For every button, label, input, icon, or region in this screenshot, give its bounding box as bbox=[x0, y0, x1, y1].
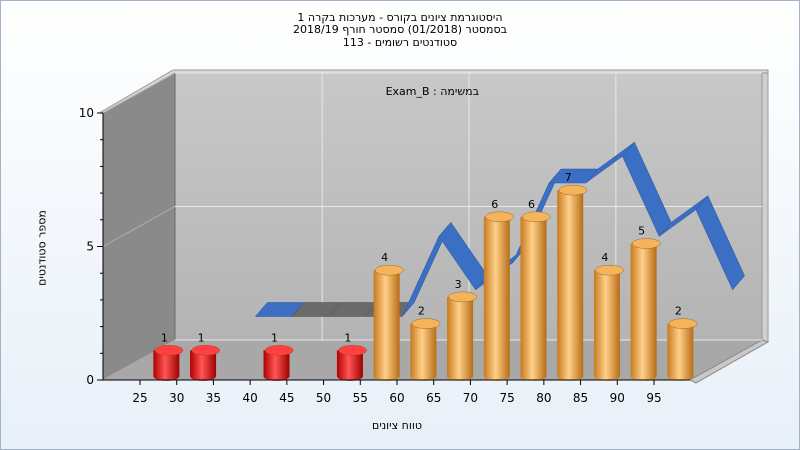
x-tick-label: 85 bbox=[573, 391, 588, 405]
bar-top bbox=[521, 211, 551, 223]
bar-base bbox=[593, 371, 620, 381]
y-axis-label: מספר סטודנטים bbox=[35, 210, 49, 286]
bar bbox=[263, 345, 294, 381]
y-tick-label: 5 bbox=[86, 240, 94, 254]
bar-base bbox=[410, 371, 437, 381]
bar-value-label: 1 bbox=[161, 331, 168, 344]
bar-body bbox=[557, 190, 584, 376]
bar-value-label: 7 bbox=[565, 171, 572, 184]
bar bbox=[520, 211, 551, 381]
frame-right bbox=[761, 72, 769, 343]
bar-top bbox=[558, 184, 588, 196]
bar-base bbox=[373, 371, 400, 381]
bar-series bbox=[153, 184, 698, 381]
bar-top bbox=[191, 345, 220, 356]
bar-top bbox=[448, 291, 477, 303]
bar-top bbox=[154, 345, 184, 356]
bar-value-label: 1 bbox=[271, 331, 278, 344]
bar-value-label: 5 bbox=[638, 225, 645, 238]
x-tick-label: 75 bbox=[500, 391, 515, 405]
x-axis-label: טווח ציונים bbox=[372, 419, 422, 432]
bar-top bbox=[338, 345, 367, 356]
bar-body bbox=[483, 216, 510, 376]
chart-title-line-2: בסמסטר (01/2018) סמסטר חורף 2018/19 bbox=[293, 23, 507, 36]
x-tick-label: 80 bbox=[536, 391, 551, 405]
bar-base bbox=[667, 371, 694, 381]
bar bbox=[190, 345, 220, 381]
bar-value-label: 4 bbox=[601, 251, 608, 264]
bar-top bbox=[411, 318, 441, 329]
bar bbox=[447, 291, 477, 381]
bar bbox=[410, 318, 441, 381]
x-tick-label: 35 bbox=[206, 391, 221, 405]
x-tick-label: 30 bbox=[169, 391, 184, 405]
bar-base bbox=[336, 371, 363, 381]
bar-body bbox=[520, 216, 547, 376]
bar bbox=[336, 345, 367, 381]
bar-body bbox=[373, 270, 400, 376]
bar-value-label: 2 bbox=[418, 305, 425, 318]
bar-value-label: 6 bbox=[491, 198, 498, 211]
bar-body bbox=[630, 243, 657, 376]
y-tick-label: 10 bbox=[79, 106, 94, 120]
bar bbox=[667, 318, 698, 381]
chart-title-line-3: סטודנטים רשומים - 113 bbox=[342, 36, 458, 49]
bar-base bbox=[447, 371, 474, 381]
bar-value-label: 6 bbox=[528, 198, 535, 211]
x-tick-label: 60 bbox=[389, 391, 404, 405]
exam-label: Exam_B : במשימה bbox=[386, 85, 479, 98]
bar-body bbox=[410, 323, 437, 376]
bar-top bbox=[595, 265, 624, 276]
bar-base bbox=[557, 371, 584, 381]
bar-body bbox=[447, 296, 474, 376]
bar-base bbox=[153, 371, 180, 381]
chart-grid bbox=[102, 72, 762, 381]
grid-line-y-side bbox=[102, 206, 176, 247]
bar bbox=[153, 345, 184, 381]
bar-value-label: 3 bbox=[455, 278, 462, 291]
x-tick-label: 70 bbox=[463, 391, 478, 405]
ribbon-segment bbox=[695, 195, 745, 291]
bar-top bbox=[375, 265, 404, 276]
x-tick-label: 50 bbox=[316, 391, 331, 405]
bar-body bbox=[593, 270, 620, 376]
bar bbox=[373, 265, 404, 381]
x-tick-label: 55 bbox=[353, 391, 368, 405]
bar-body bbox=[667, 323, 694, 376]
grid-line-y-side bbox=[102, 72, 176, 114]
bar-top bbox=[485, 211, 514, 223]
floor-edge bbox=[688, 339, 770, 384]
bar-base bbox=[483, 371, 510, 381]
bar-base bbox=[190, 371, 217, 381]
bar-value-label: 1 bbox=[198, 331, 205, 344]
bar-value-label: 1 bbox=[344, 331, 351, 344]
bar bbox=[557, 184, 588, 381]
bar bbox=[630, 238, 661, 381]
bar-value-label: 4 bbox=[381, 251, 388, 264]
bar-top bbox=[264, 345, 294, 356]
bar bbox=[593, 265, 624, 381]
y-tick-label: 0 bbox=[86, 373, 94, 387]
x-tick-label: 25 bbox=[132, 391, 147, 405]
bar-base bbox=[630, 371, 657, 381]
x-tick-label: 90 bbox=[610, 391, 625, 405]
x-tick-label: 65 bbox=[426, 391, 441, 405]
bar-top bbox=[632, 238, 661, 249]
bar-top bbox=[668, 318, 698, 329]
bar-base bbox=[263, 371, 290, 381]
bar-value-label: 2 bbox=[675, 305, 682, 318]
x-tick-label: 40 bbox=[243, 391, 258, 405]
x-tick-label: 95 bbox=[646, 391, 661, 405]
bar-base bbox=[520, 371, 547, 381]
chart-title-line-1: היסטוגרמת ציונים בקורס - מערכות בקרה 1 bbox=[297, 11, 503, 24]
bar bbox=[483, 211, 514, 381]
x-tick-label: 45 bbox=[279, 391, 294, 405]
chart-axes bbox=[97, 112, 690, 385]
